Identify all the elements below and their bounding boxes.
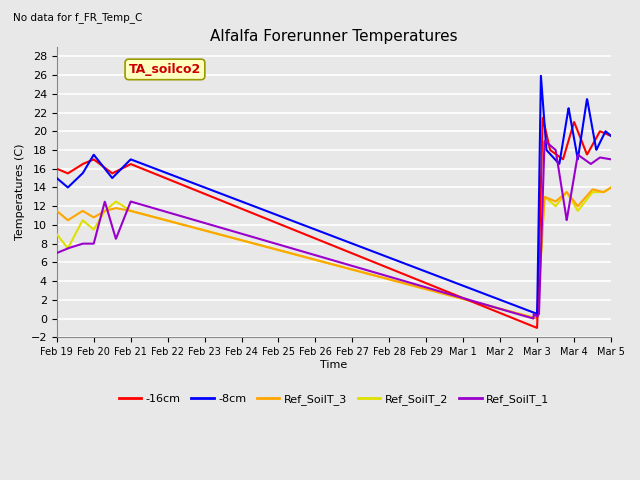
Ref_SoilT_2 bbox=[591, 189, 599, 195]
Ref_SoilT_2 bbox=[53, 231, 61, 237]
Ref_SoilT_1 bbox=[81, 241, 89, 247]
-16cm bbox=[533, 325, 541, 331]
-8cm bbox=[490, 294, 497, 300]
-8cm bbox=[53, 175, 61, 181]
Ref_SoilT_1 bbox=[529, 316, 537, 322]
-8cm bbox=[81, 167, 89, 172]
-16cm bbox=[323, 240, 330, 246]
-8cm bbox=[607, 133, 615, 139]
-16cm bbox=[81, 160, 89, 166]
-16cm bbox=[539, 115, 547, 121]
Ref_SoilT_2 bbox=[81, 219, 89, 225]
Ref_SoilT_1 bbox=[592, 158, 600, 164]
-8cm bbox=[537, 73, 545, 79]
Ref_SoilT_3 bbox=[308, 256, 316, 262]
-16cm bbox=[53, 166, 61, 171]
Ref_SoilT_3 bbox=[591, 187, 599, 193]
Ref_SoilT_3 bbox=[490, 304, 497, 310]
Ref_SoilT_1 bbox=[541, 138, 548, 144]
Ref_SoilT_1 bbox=[53, 250, 61, 256]
Ref_SoilT_1 bbox=[591, 158, 599, 164]
-8cm bbox=[323, 231, 330, 237]
Ref_SoilT_3 bbox=[591, 187, 599, 193]
-16cm bbox=[308, 234, 316, 240]
Line: -8cm: -8cm bbox=[57, 76, 611, 314]
Ref_SoilT_1 bbox=[323, 255, 330, 261]
Ref_SoilT_2 bbox=[490, 304, 497, 310]
-8cm bbox=[591, 142, 599, 147]
Ref_SoilT_3 bbox=[607, 185, 615, 191]
-16cm bbox=[607, 133, 615, 139]
Line: -16cm: -16cm bbox=[57, 118, 611, 328]
-8cm bbox=[592, 143, 600, 149]
Ref_SoilT_2 bbox=[323, 260, 330, 265]
Line: Ref_SoilT_2: Ref_SoilT_2 bbox=[57, 188, 611, 319]
Legend: -16cm, -8cm, Ref_SoilT_3, Ref_SoilT_2, Ref_SoilT_1: -16cm, -8cm, Ref_SoilT_3, Ref_SoilT_2, R… bbox=[114, 389, 554, 409]
Ref_SoilT_2 bbox=[607, 185, 615, 191]
Y-axis label: Temperatures (C): Temperatures (C) bbox=[15, 144, 25, 240]
-16cm bbox=[591, 137, 599, 143]
Ref_SoilT_1 bbox=[308, 251, 316, 257]
Ref_SoilT_3 bbox=[53, 208, 61, 214]
-8cm bbox=[533, 311, 541, 317]
Ref_SoilT_1 bbox=[490, 304, 497, 310]
Title: Alfalfa Forerunner Temperatures: Alfalfa Forerunner Temperatures bbox=[210, 29, 458, 44]
Ref_SoilT_1 bbox=[607, 156, 615, 162]
-16cm bbox=[592, 136, 600, 142]
Ref_SoilT_3 bbox=[323, 260, 330, 265]
Ref_SoilT_2 bbox=[591, 189, 599, 195]
Ref_SoilT_2 bbox=[308, 256, 316, 262]
Line: Ref_SoilT_3: Ref_SoilT_3 bbox=[57, 188, 611, 319]
X-axis label: Time: Time bbox=[320, 360, 348, 370]
Ref_SoilT_3 bbox=[533, 316, 541, 322]
Line: Ref_SoilT_1: Ref_SoilT_1 bbox=[57, 141, 611, 319]
-8cm bbox=[308, 225, 316, 231]
Ref_SoilT_2 bbox=[533, 316, 541, 322]
-16cm bbox=[490, 307, 497, 313]
Text: TA_soilco2: TA_soilco2 bbox=[129, 63, 201, 76]
Ref_SoilT_3 bbox=[81, 209, 89, 215]
Text: No data for f_FR_Temp_C: No data for f_FR_Temp_C bbox=[13, 12, 142, 23]
